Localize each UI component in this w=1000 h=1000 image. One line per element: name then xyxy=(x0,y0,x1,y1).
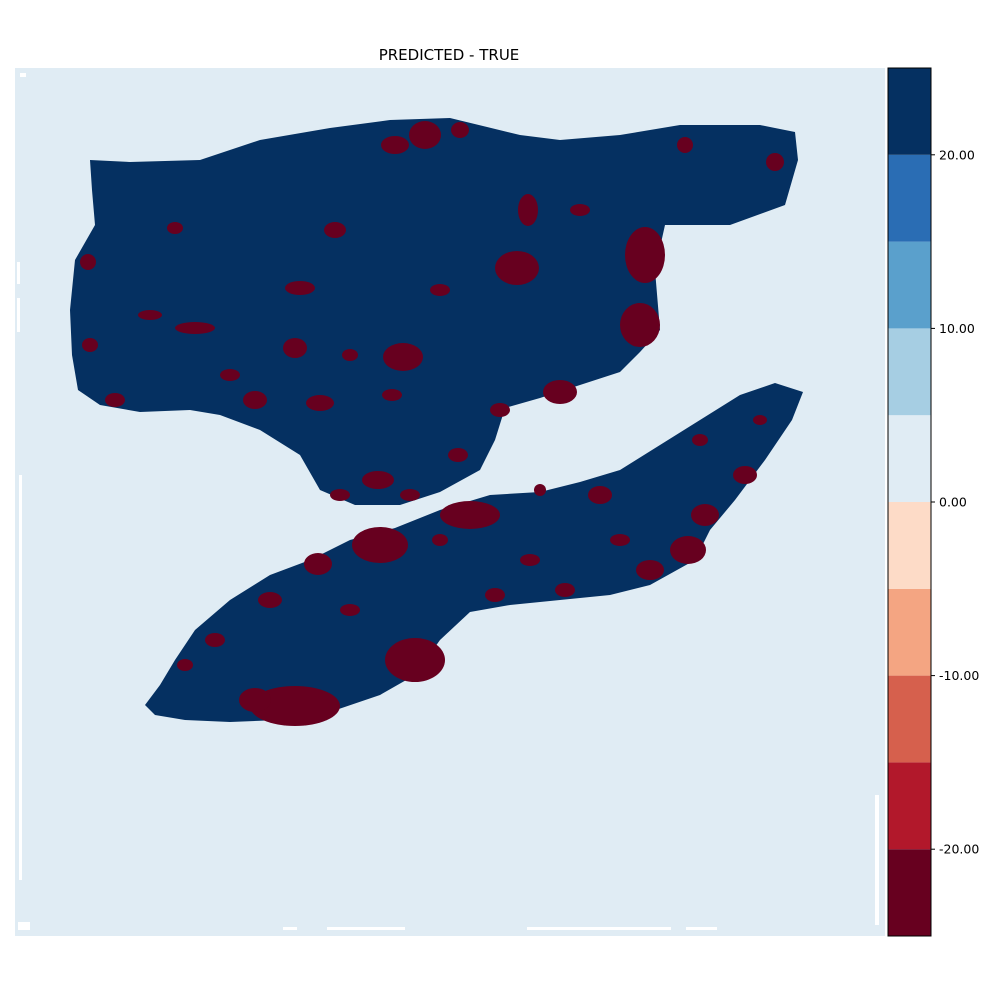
lower-region-negative xyxy=(177,415,767,726)
lower-region-positive xyxy=(145,383,803,722)
colorbar-tick-label: -20.00 xyxy=(939,842,979,857)
colorbar-segment xyxy=(888,415,931,502)
colorbar-segment xyxy=(888,849,931,936)
colorbar-tick-label: 10.00 xyxy=(939,321,975,336)
colorbar-segment xyxy=(888,762,931,850)
chart-title: PREDICTED - TRUE xyxy=(379,46,520,64)
colorbar-segment xyxy=(888,241,931,329)
upper-region-negative xyxy=(80,121,784,501)
colorbar-tick-label: 0.00 xyxy=(939,495,967,510)
colorbar-segment xyxy=(888,675,931,763)
colorbar-segment xyxy=(888,68,931,155)
colorbar-segment xyxy=(888,154,931,242)
no-data-edges xyxy=(17,73,879,930)
colorbar: -20.00 -10.00 0.00 10.00 20.00 xyxy=(887,67,979,937)
colorbar-segment xyxy=(888,328,931,416)
colorbar-segment xyxy=(888,502,931,589)
colorbar-tick-label: -10.00 xyxy=(939,668,979,683)
colorbar-tick-label: 20.00 xyxy=(939,147,975,162)
heatmap-plot-area xyxy=(15,68,885,936)
colorbar-segment xyxy=(888,588,931,676)
